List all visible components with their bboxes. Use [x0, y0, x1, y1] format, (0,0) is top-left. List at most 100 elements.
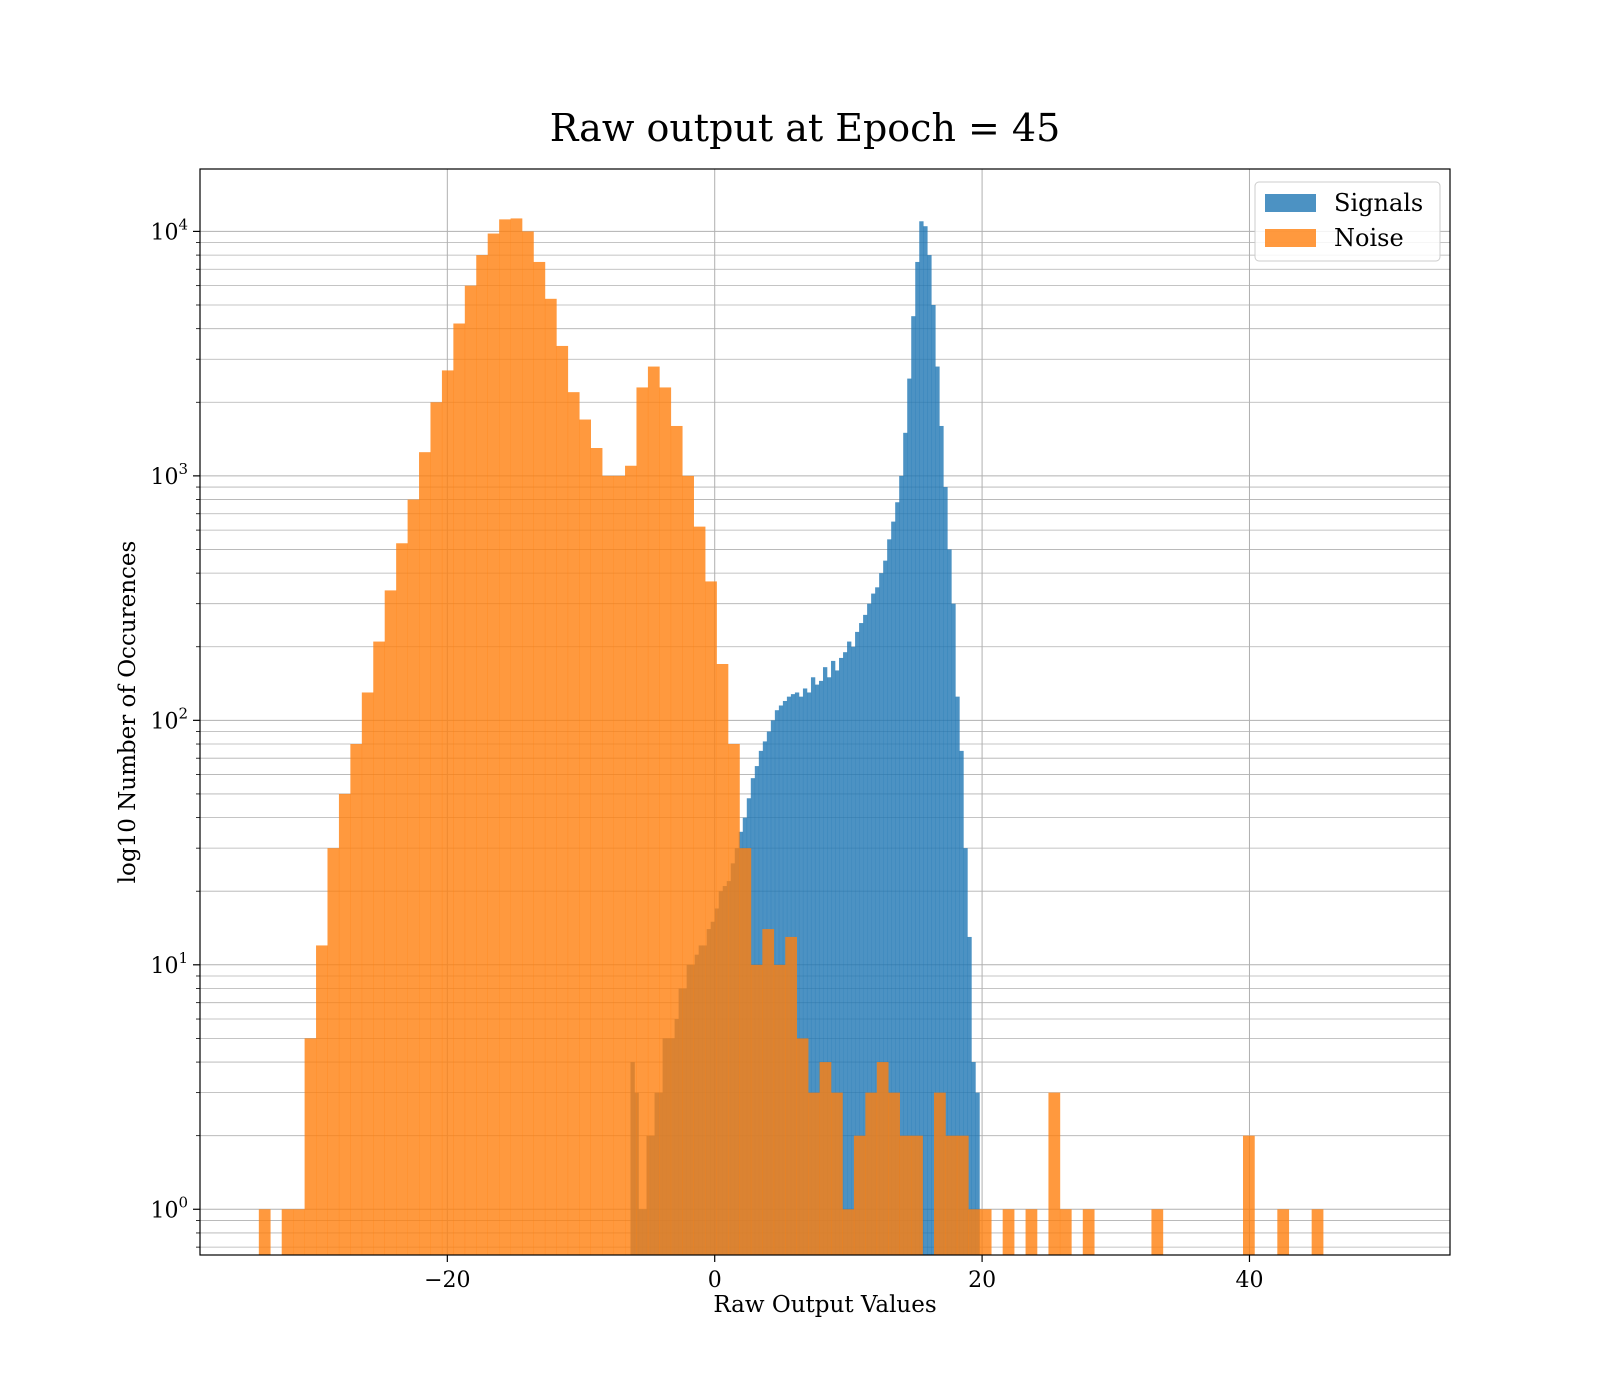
noise-bar: [842, 1209, 855, 1255]
noise-bar: [968, 1209, 981, 1255]
signals-bar: [935, 366, 940, 1256]
noise-bar: [384, 590, 397, 1255]
noise-bar: [785, 936, 797, 1255]
noise-bar: [258, 1209, 271, 1255]
noise-bar: [750, 964, 763, 1255]
noise-bar: [876, 1062, 889, 1255]
signals-bar: [899, 475, 904, 1255]
signals-bar: [931, 304, 936, 1255]
signals-bar: [927, 255, 932, 1255]
noise-bar: [327, 848, 340, 1255]
chart-title: Raw output at Epoch = 45: [550, 106, 1061, 150]
signals-bar: [810, 677, 816, 1255]
noise-bar: [373, 641, 386, 1255]
signals-bar: [939, 425, 944, 1255]
signals-bar: [915, 261, 920, 1255]
noise-bar: [350, 744, 363, 1255]
signals-bar: [955, 696, 960, 1255]
noise-bar: [590, 448, 603, 1256]
signals-bar: [806, 692, 812, 1255]
signals-bar: [883, 560, 888, 1255]
noise-bar: [636, 387, 649, 1255]
signals-bar: [943, 487, 948, 1255]
signals-bar: [907, 378, 912, 1255]
noise-bar: [625, 465, 637, 1256]
y-tick-label: 101: [150, 949, 188, 979]
noise-bar: [705, 581, 717, 1255]
signals-bar: [847, 641, 852, 1255]
noise-bar: [510, 218, 523, 1255]
noise-bar: [1277, 1209, 1290, 1255]
signals-bar: [855, 631, 860, 1255]
noise-bar: [544, 298, 557, 1255]
noise-bar: [979, 1209, 992, 1255]
noise-bar: [441, 370, 454, 1255]
noise-bar: [613, 475, 626, 1255]
noise-bar: [1082, 1209, 1095, 1255]
noise-bar: [808, 1092, 820, 1255]
noise-bar: [716, 663, 729, 1255]
noise-bar: [773, 964, 786, 1255]
noise-bar: [865, 1092, 878, 1255]
noise-bar: [396, 543, 408, 1255]
noise-bar: [1048, 1092, 1061, 1255]
signals-bar: [971, 1062, 976, 1255]
x-axis-label: Raw Output Values: [713, 1292, 936, 1318]
noise-bar: [499, 219, 511, 1255]
y-tick-label: 102: [150, 704, 188, 734]
signals-bar: [887, 539, 892, 1255]
signals-bar: [959, 750, 964, 1255]
x-tick-label: 40: [1235, 1268, 1263, 1293]
noise-bar: [567, 392, 580, 1255]
signals-legend-swatch: [1265, 194, 1316, 212]
signals-bar: [891, 521, 896, 1255]
x-tick-label: 20: [968, 1268, 996, 1293]
noise-bar: [682, 475, 694, 1255]
signals-bar: [818, 680, 824, 1255]
noise-bar: [1151, 1209, 1164, 1255]
signals-bar: [867, 603, 872, 1255]
signals-bar: [827, 677, 832, 1255]
signals-bar: [963, 848, 968, 1255]
y-axis-label: log10 Number of Occurences: [115, 541, 141, 884]
signals-bar: [831, 660, 836, 1255]
noise-legend-swatch: [1265, 229, 1316, 247]
signals-bar: [794, 692, 800, 1255]
signals-bar: [859, 623, 864, 1255]
noise-bar: [693, 526, 706, 1255]
signals-bar: [863, 614, 868, 1255]
noise-bar: [1059, 1209, 1072, 1255]
signals-bar: [923, 226, 928, 1255]
signals-bar: [975, 1092, 980, 1255]
noise-bar: [819, 1062, 832, 1255]
noise-bar: [1002, 1209, 1015, 1255]
signals-bar: [875, 587, 880, 1255]
noise-bar: [945, 1135, 958, 1255]
signals-bar: [871, 593, 876, 1255]
noise-bar: [670, 425, 683, 1255]
noise-bar: [453, 323, 466, 1256]
noise-bar: [899, 1135, 912, 1255]
signals-bar: [802, 688, 808, 1255]
noise-bar: [647, 366, 660, 1256]
noise-bar: [293, 1209, 305, 1255]
signals-bar: [895, 502, 900, 1255]
signals-bar: [839, 657, 844, 1255]
signals-bar: [814, 684, 820, 1255]
noise-bar: [728, 744, 740, 1255]
noise-bar: [281, 1209, 294, 1255]
axis-ticks: −20 0 20 40 100 101 102 103 104: [150, 215, 1263, 1293]
noise-bar: [522, 231, 534, 1255]
noise-bar: [304, 1038, 317, 1255]
signals-bar: [947, 549, 952, 1255]
plot-frame: [199, 168, 1451, 1256]
signals-bar: [879, 573, 884, 1255]
noise-bar: [1025, 1209, 1038, 1255]
signals-bar: [919, 221, 924, 1255]
noise-bar: [579, 419, 591, 1255]
bars-layer: [258, 218, 1324, 1256]
noise-bar: [1311, 1209, 1324, 1255]
noise-bar: [316, 945, 328, 1255]
noise-bar: [407, 499, 420, 1255]
